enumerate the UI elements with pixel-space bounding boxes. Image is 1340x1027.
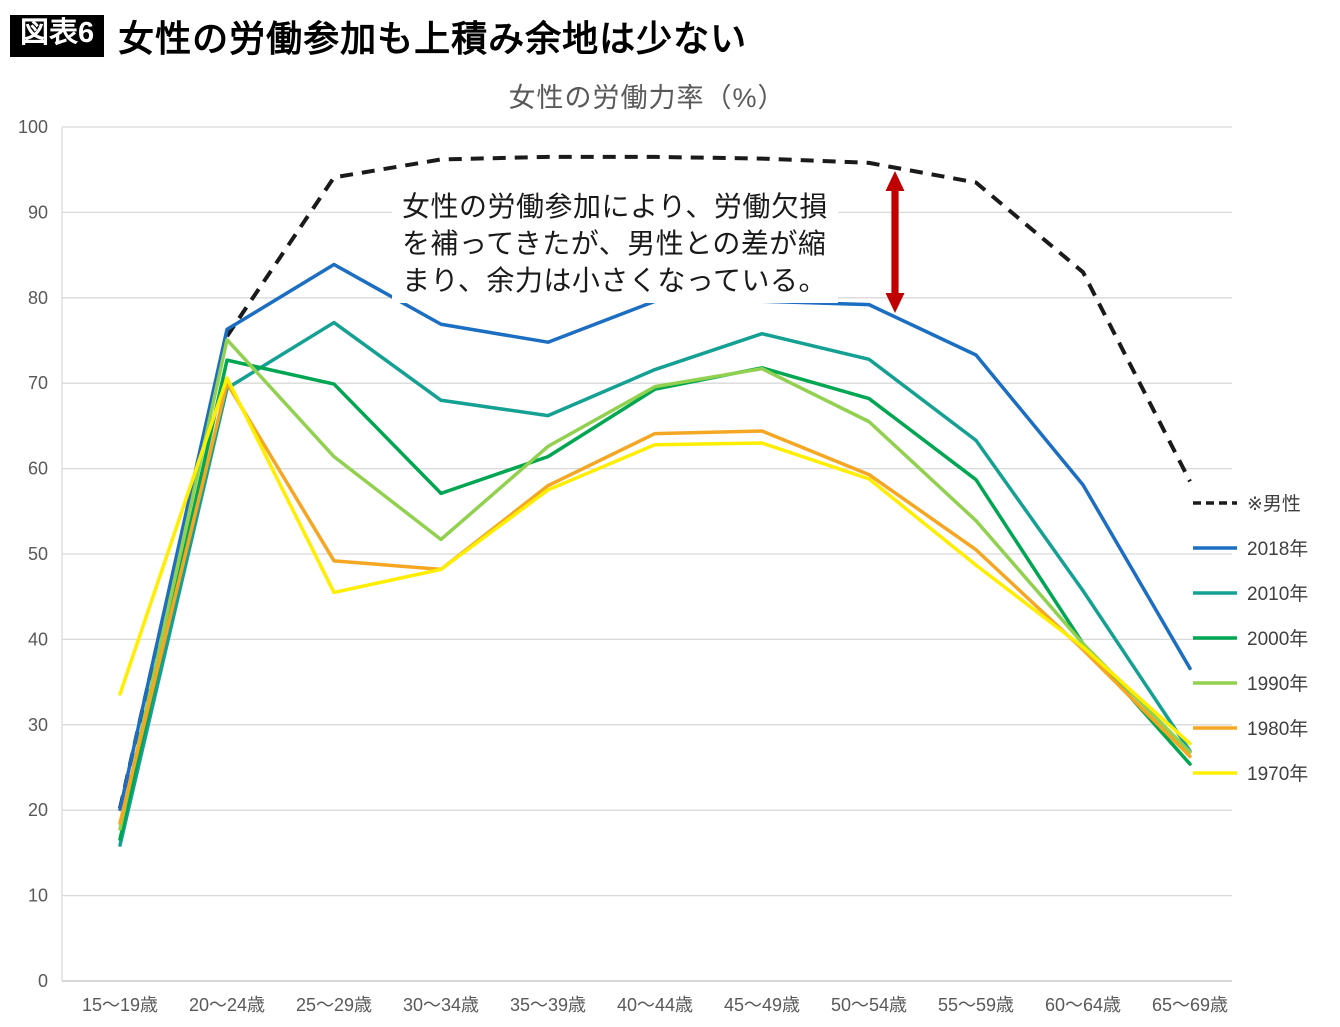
figure-header: 図表6 女性の労働参加も上積み余地は少ない <box>10 10 747 62</box>
series-line-1990年 <box>118 337 1192 831</box>
gap-arrow <box>885 171 905 313</box>
figure-title: 女性の労働参加も上積み余地は少ない <box>118 18 748 59</box>
y-tick-label: 0 <box>38 971 48 991</box>
legend-item-1980年: 1980年 <box>1192 717 1309 740</box>
annotation-text: 女性の労働参加により、労働欠損 を補ってきたが、男性との差が縮 まり、余力は小さ… <box>392 184 838 303</box>
legend-label: ※男性 <box>1247 494 1301 515</box>
series-line-1970年 <box>118 376 1192 746</box>
y-tick-label: 60 <box>28 459 48 479</box>
series-line-2000年 <box>118 358 1192 841</box>
y-tick-label: 80 <box>28 288 48 308</box>
legend-line-sample <box>1193 725 1237 730</box>
x-tick-label: 60〜64歳 <box>1045 995 1121 1015</box>
legend-line-sample <box>1193 500 1237 505</box>
x-tick-label: 20〜24歳 <box>189 995 265 1015</box>
legend-line-sample <box>1193 680 1237 685</box>
y-tick-label: 10 <box>28 886 48 906</box>
legend-line-sample <box>1193 770 1237 775</box>
legend-item-1970年: 1970年 <box>1192 762 1309 785</box>
series-line-2018年 <box>118 262 1192 812</box>
x-tick-label: 30〜34歳 <box>403 995 479 1015</box>
legend-item-2000年: 2000年 <box>1192 627 1309 650</box>
x-tick-label: 45〜49歳 <box>724 995 800 1015</box>
series-line-※男性 <box>118 154 1192 809</box>
legend-label: 1990年 <box>1247 674 1309 695</box>
x-tick-label: 55〜59歳 <box>938 995 1014 1015</box>
y-tick-label: 90 <box>28 202 48 222</box>
y-tick-label: 40 <box>28 629 48 649</box>
legend-line-sample <box>1193 590 1237 595</box>
legend-label: 2000年 <box>1247 629 1309 650</box>
y-tick-label: 20 <box>28 800 48 820</box>
y-tick-label: 50 <box>28 544 48 564</box>
series-line-1980年 <box>118 381 1192 825</box>
legend-line-sample <box>1193 545 1237 550</box>
figure-number-badge: 図表6 <box>10 15 105 57</box>
x-tick-label: 65〜69歳 <box>1152 995 1228 1015</box>
y-tick-label: 100 <box>18 117 48 137</box>
chart-title: 女性の労働力率（%） <box>508 83 786 113</box>
legend: ※男性 2018年 2010年 2000年 1990年 1980年 1970年 <box>1192 492 1308 807</box>
x-tick-label: 40〜44歳 <box>617 995 693 1015</box>
y-tick-label: 30 <box>28 715 48 735</box>
legend-label: 2018年 <box>1247 539 1309 560</box>
y-axis-labels: 0 10 20 30 40 50 60 70 80 90 100 <box>18 117 48 991</box>
series-line-2010年 <box>118 320 1192 847</box>
legend-item-2018年: 2018年 <box>1192 537 1309 560</box>
x-tick-label: 50〜54歳 <box>831 995 907 1015</box>
x-tick-label: 25〜29歳 <box>296 995 372 1015</box>
legend-label: 1970年 <box>1247 764 1309 785</box>
legend-item-1990年: 1990年 <box>1192 672 1309 695</box>
x-tick-label: 35〜39歳 <box>510 995 586 1015</box>
legend-item-2010年: 2010年 <box>1192 582 1309 605</box>
y-tick-label: 70 <box>28 373 48 393</box>
x-tick-label: 15〜19歳 <box>82 995 158 1015</box>
x-axis-labels: 15〜19歳 20〜24歳 25〜29歳 30〜34歳 35〜39歳 40〜44歳 45〜4… <box>82 995 1228 1015</box>
legend-label: 2010年 <box>1247 584 1309 605</box>
legend-label: 1980年 <box>1247 719 1309 740</box>
legend-line-sample <box>1193 635 1237 640</box>
legend-item-※男性: ※男性 <box>1192 492 1308 515</box>
